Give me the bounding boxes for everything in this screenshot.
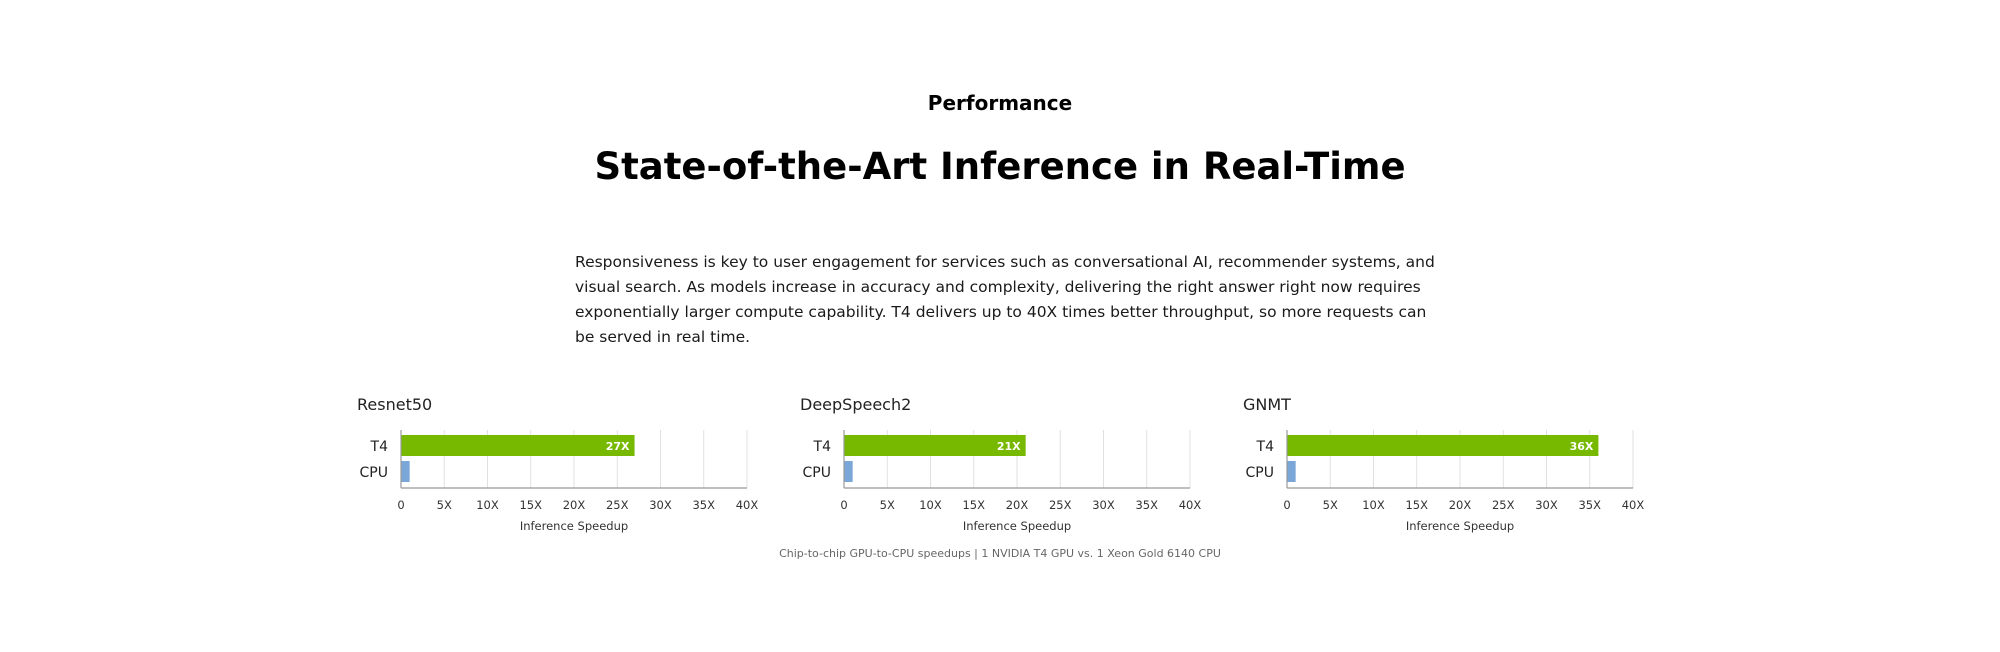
data-label-t4: 36X [1570, 440, 1594, 453]
x-tick-label: 35X [1578, 498, 1601, 512]
x-tick-label: 40X [1179, 498, 1202, 512]
page-title: State-of-the-Art Inference in Real-Time [594, 145, 1406, 188]
x-tick-label: 5X [880, 498, 895, 512]
category-label-cpu: CPU [360, 465, 388, 481]
chart-svg-resnet50: Resnet50 T4 27X CPU 0 5X 10X 15X 20X 25X 30X 35X 40X… [357, 395, 759, 533]
x-tick-label: 5X [437, 498, 452, 512]
chart-footnote: Chip-to-chip GPU-to-CPU speedups | 1 NVI… [779, 547, 1221, 560]
category-label-cpu: CPU [803, 465, 831, 481]
bar-cpu [844, 461, 853, 482]
x-tick-label: 40X [736, 498, 759, 512]
x-tick-label: 35X [1135, 498, 1158, 512]
x-tick-label: 30X [1092, 498, 1115, 512]
x-axis-label: Inference Speedup [520, 519, 628, 533]
category-label-t4: T4 [370, 439, 389, 455]
x-axis-label: Inference Speedup [963, 519, 1071, 533]
x-tick-label: 40X [1622, 498, 1645, 512]
x-tick-label: 5X [1323, 498, 1338, 512]
bar-cpu [1287, 461, 1296, 482]
x-tick-label: 30X [649, 498, 672, 512]
x-tick-label: 25X [606, 498, 629, 512]
x-tick-label: 25X [1049, 498, 1072, 512]
x-axis-label: Inference Speedup [1406, 519, 1514, 533]
x-tick-label: 15X [1405, 498, 1428, 512]
x-tick-label: 15X [519, 498, 542, 512]
chart-gnmt: GNMT T4 36X CPU 0 5X 10X 15X 20X 25X 30X 35X 40X Infe… [1242, 392, 1662, 542]
chart-resnet50: Resnet50 T4 27X CPU 0 5X 10X 15X 20X 25X 30X 35X 40X… [356, 392, 776, 542]
x-tick-label: 20X [563, 498, 586, 512]
x-tick-label: 0 [840, 498, 847, 512]
category-label-t4: T4 [1256, 439, 1275, 455]
x-tick-label: 15X [962, 498, 985, 512]
chart-title: Resnet50 [357, 395, 432, 414]
chart-svg-gnmt: GNMT T4 36X CPU 0 5X 10X 15X 20X 25X 30X 35X 40X Infe… [1243, 395, 1645, 533]
bar-t4 [401, 435, 635, 456]
x-tick-label: 0 [397, 498, 404, 512]
x-tick-label: 10X [919, 498, 942, 512]
x-tick-label: 20X [1449, 498, 1472, 512]
data-label-t4: 27X [606, 440, 630, 453]
chart-svg-deepspeech2: DeepSpeech2 T4 21X CPU 0 5X 10X 15X 20X 25X 30X 35X… [800, 395, 1202, 533]
data-label-t4: 21X [997, 440, 1021, 453]
x-tick-label: 0 [1283, 498, 1290, 512]
category-label-t4: T4 [813, 439, 832, 455]
bar-t4 [844, 435, 1026, 456]
category-label-cpu: CPU [1246, 465, 1274, 481]
body-paragraph: Responsiveness is key to user engagement… [575, 253, 1435, 346]
bar-t4 [1287, 435, 1599, 456]
chart-title: DeepSpeech2 [800, 395, 911, 414]
x-tick-label: 20X [1006, 498, 1029, 512]
x-tick-label: 30X [1535, 498, 1558, 512]
x-tick-label: 25X [1492, 498, 1515, 512]
chart-title: GNMT [1243, 395, 1291, 414]
bar-cpu [401, 461, 410, 482]
chart-deepspeech2: DeepSpeech2 T4 21X CPU 0 5X 10X 15X 20X 25X 30X 35X… [799, 392, 1219, 542]
x-tick-label: 10X [1362, 498, 1385, 512]
performance-eyebrow: Performance [927, 91, 1073, 115]
x-tick-label: 35X [692, 498, 715, 512]
x-tick-label: 10X [476, 498, 499, 512]
